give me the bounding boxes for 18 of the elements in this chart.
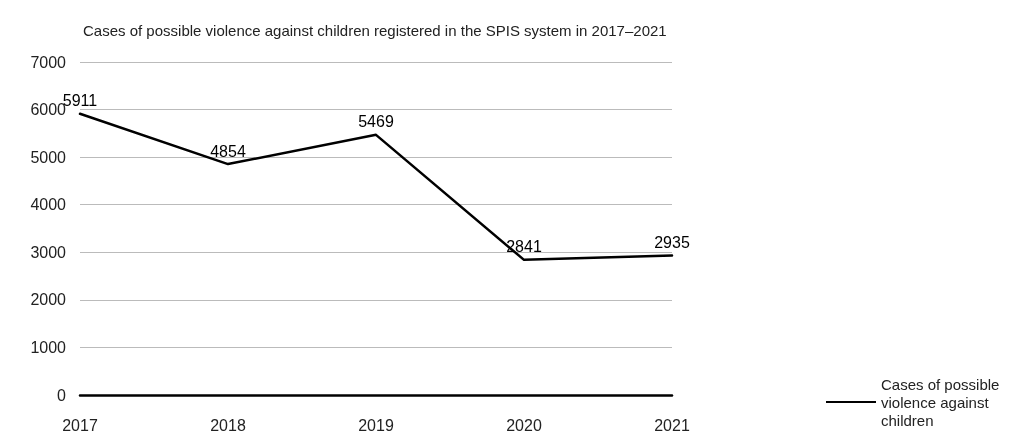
x-tick-label: 2021 <box>654 416 690 434</box>
x-tick-label: 2020 <box>506 416 542 434</box>
y-tick-label: 2000 <box>30 291 67 309</box>
y-tick-label: 4000 <box>30 196 67 214</box>
y-tick-label: 1000 <box>30 338 67 356</box>
x-tick-label: 2017 <box>62 416 98 434</box>
y-tick-label: 0 <box>57 386 67 404</box>
x-tick-label: 2019 <box>358 416 394 434</box>
chart-title: Cases of possible violence against children registered in the SPIS system in 2017–2021 <box>83 22 667 39</box>
y-tick-label: 7000 <box>30 53 67 71</box>
x-tick-label: 2018 <box>210 416 246 434</box>
data-label: 4854 <box>210 142 246 160</box>
data-label: 5469 <box>358 113 394 131</box>
y-tick-label: 5000 <box>30 148 67 166</box>
legend-label: Cases of possible violence against children <box>881 375 1004 429</box>
data-label: 2841 <box>506 238 542 256</box>
y-tick-label: 3000 <box>30 243 67 261</box>
data-label: 2935 <box>654 233 690 251</box>
